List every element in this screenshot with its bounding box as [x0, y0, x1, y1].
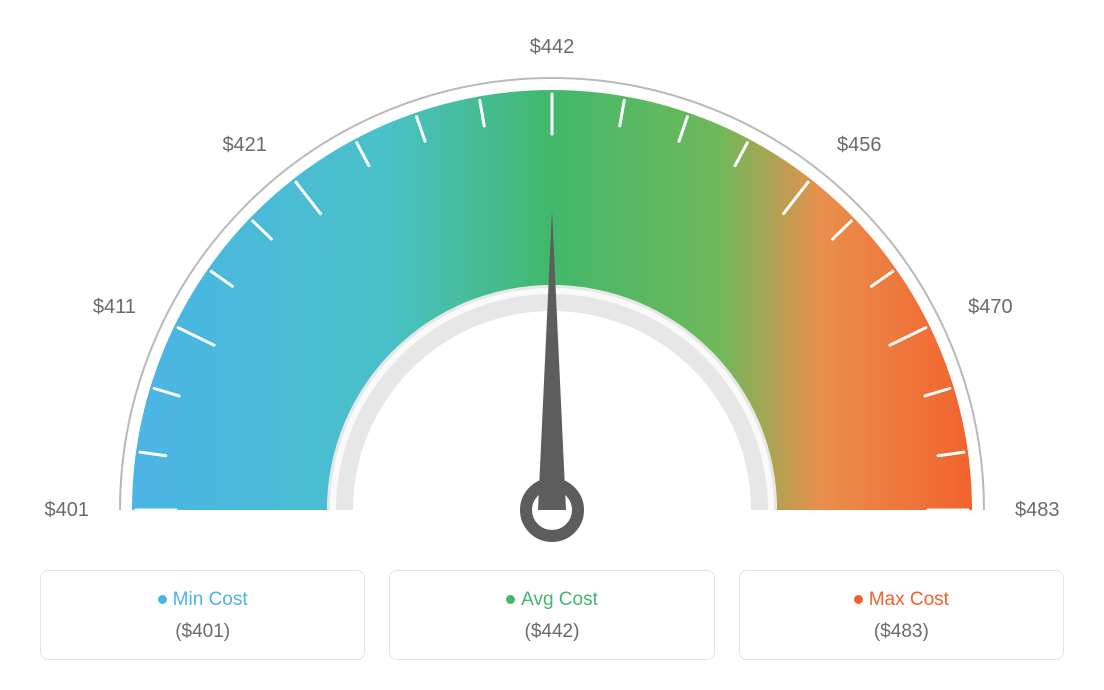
svg-text:$456: $456	[837, 134, 882, 156]
cost-gauge: $401 $411 $421 $442 $456 $470 $483	[0, 0, 1104, 560]
legend-min-value: ($401)	[51, 621, 354, 643]
legend-max-label: Max Cost	[869, 589, 949, 610]
legend-avg-dot	[506, 595, 515, 604]
legend-max-value: ($483)	[750, 621, 1053, 643]
gauge-svg: $401 $411 $421 $442 $456 $470 $483	[0, 0, 1104, 560]
svg-text:$442: $442	[530, 36, 575, 58]
svg-text:$401: $401	[45, 499, 90, 521]
legend-card-max: Max Cost ($483)	[739, 570, 1064, 660]
legend-avg-title: Avg Cost	[400, 589, 703, 611]
legend-row: Min Cost ($401) Avg Cost ($442) Max Cost…	[40, 570, 1064, 660]
legend-min-title: Min Cost	[51, 589, 354, 611]
legend-max-title: Max Cost	[750, 589, 1053, 611]
svg-text:$470: $470	[968, 296, 1013, 318]
legend-min-label: Min Cost	[173, 589, 248, 610]
legend-min-dot	[158, 595, 167, 604]
legend-avg-value: ($442)	[400, 621, 703, 643]
svg-text:$483: $483	[1015, 499, 1060, 521]
legend-card-min: Min Cost ($401)	[40, 570, 365, 660]
legend-card-avg: Avg Cost ($442)	[389, 570, 714, 660]
svg-text:$421: $421	[222, 134, 267, 156]
legend-avg-label: Avg Cost	[521, 589, 598, 610]
legend-max-dot	[854, 595, 863, 604]
svg-text:$411: $411	[93, 296, 136, 318]
